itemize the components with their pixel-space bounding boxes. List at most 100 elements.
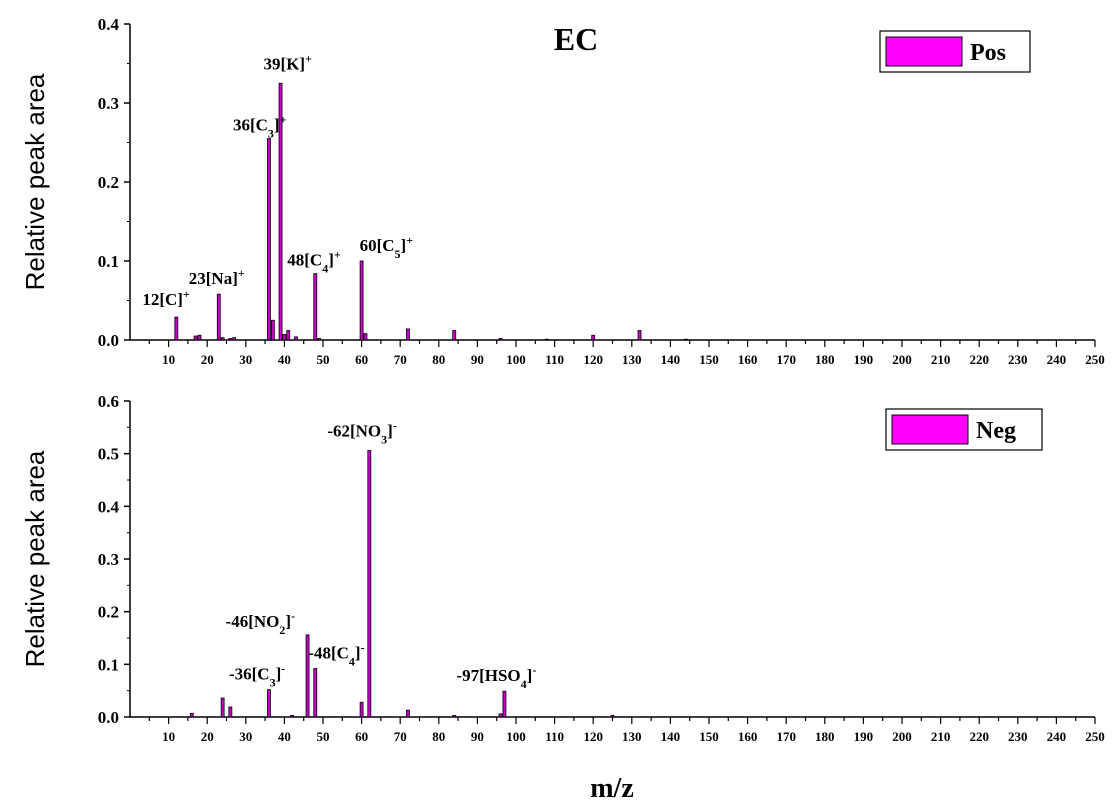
x-tick-label: 40 <box>278 352 291 367</box>
x-tick-label: 110 <box>545 729 564 744</box>
x-tick-label: 120 <box>583 352 603 367</box>
x-tick-label: 250 <box>1085 352 1105 367</box>
spectrum-bar <box>220 697 225 718</box>
negative-spectrum-panel: 0.0 0.1 0.2 0.3 0.4 0.5 0.6 10 20 30 40 50 60 70 80 90 1… <box>20 392 1105 744</box>
y-tick-label: 0.2 <box>98 173 119 192</box>
x-tick-label: 230 <box>1008 729 1028 744</box>
x-tick-label: 40 <box>278 729 291 744</box>
spectrum-bar <box>637 330 642 341</box>
x-tick-label: 60 <box>355 352 368 367</box>
x-tick-label: 210 <box>931 729 951 744</box>
spectrum-bar <box>367 450 372 718</box>
peak-annotation: 12[C]+ <box>142 287 190 309</box>
spectrum-bar <box>294 336 298 341</box>
spectrum-bar <box>406 709 410 718</box>
x-tick-label: 130 <box>622 729 642 744</box>
x-tick-label: 220 <box>969 352 989 367</box>
peak-annotation: 36[C3]+ <box>233 113 287 141</box>
spectrum-bar <box>359 260 364 341</box>
spectrum-bar <box>610 715 615 718</box>
x-tick-label: 160 <box>738 352 758 367</box>
spectrum-bar <box>313 273 318 341</box>
spectrum-bar <box>683 338 688 341</box>
x-tick-label: 110 <box>545 352 564 367</box>
spectrum-bar <box>174 316 179 341</box>
spectrum-bar <box>278 82 283 341</box>
x-axis-label: m/z <box>590 773 634 804</box>
spectrum-bar <box>228 706 233 718</box>
x-tick-label: 10 <box>162 352 175 367</box>
spectrum-bar <box>406 328 410 341</box>
x-tick-label: 30 <box>239 352 252 367</box>
legend: Neg <box>885 408 1043 451</box>
y-axis-label: Relative peak area <box>20 73 50 290</box>
spectrum-bar <box>197 334 202 341</box>
spectrum-bar <box>317 338 322 341</box>
x-tick-label: 120 <box>583 729 603 744</box>
spectrum-bar <box>498 713 503 718</box>
spectrum-bar <box>193 335 198 341</box>
x-tick-label: 50 <box>317 729 330 744</box>
x-tick-label: 100 <box>506 729 526 744</box>
x-tick-label: 180 <box>815 352 835 367</box>
x-tick-label: 190 <box>854 729 874 744</box>
spectrum-bar <box>359 701 364 718</box>
x-tick-label: 170 <box>776 729 796 744</box>
peak-annotation: -36[C3]- <box>229 662 285 690</box>
x-tick-label: 210 <box>931 352 951 367</box>
x-tick-label: 20 <box>201 729 214 744</box>
y-tick-label: 0.6 <box>98 392 119 411</box>
y-tick-label: 0.5 <box>98 445 119 464</box>
x-tick-label: 250 <box>1085 729 1105 744</box>
spectrum-bar <box>452 330 457 341</box>
peak-annotation: -46[NO2]- <box>226 609 296 637</box>
spectrum-bar <box>452 715 457 718</box>
spectrum-bar <box>498 338 503 341</box>
x-tick-label: 200 <box>892 729 912 744</box>
y-tick-label: 0.3 <box>98 94 119 113</box>
x-tick-label: 150 <box>699 729 719 744</box>
y-axis-label: Relative peak area <box>20 450 50 667</box>
positive-spectrum-panel: 0.0 0.1 0.2 0.3 0.4 10 20 30 40 50 60 70 80 90 100 110 1… <box>20 15 1105 367</box>
spectrum-bar <box>591 334 596 341</box>
spectrum-bar <box>220 337 225 341</box>
y-tick-label: 0.2 <box>98 603 119 622</box>
legend-label: Pos <box>970 40 1006 66</box>
x-tick-label: 50 <box>317 352 330 367</box>
x-tick-label: 90 <box>471 729 484 744</box>
x-tick-label: 170 <box>776 352 796 367</box>
x-tick-label: 160 <box>738 729 758 744</box>
spectrum-bar <box>216 293 221 341</box>
x-tick-label: 80 <box>432 729 445 744</box>
spectrum-bar <box>267 138 271 341</box>
peak-annotation: 23[Na]+ <box>189 266 245 288</box>
y-tick-label: 0.1 <box>98 252 119 271</box>
x-tick-label: 200 <box>892 352 912 367</box>
peak-annotation: -48[C4]- <box>308 641 364 669</box>
legend: Pos <box>879 30 1031 73</box>
spectrum-bar <box>286 330 291 341</box>
x-tick-label: 150 <box>699 352 719 367</box>
peak-annotation: 48[C4]+ <box>287 248 341 276</box>
spectrum-bar <box>305 634 310 718</box>
peak-annotation: 39[K]+ <box>264 51 313 73</box>
peak-annotation: -97[HSO4]- <box>456 663 536 691</box>
x-tick-label: 220 <box>969 729 989 744</box>
spectrum-bar <box>189 712 194 718</box>
x-tick-label: 10 <box>162 729 175 744</box>
spectrum-bar <box>232 337 237 341</box>
spectrum-bar <box>270 319 275 341</box>
legend-swatch <box>891 414 969 445</box>
x-tick-label: 60 <box>355 729 368 744</box>
y-tick-label: 0.1 <box>98 655 119 674</box>
x-tick-label: 70 <box>394 729 407 744</box>
spectrum-bar <box>544 338 549 341</box>
y-tick-label: 0.4 <box>98 15 120 34</box>
spectrum-bar <box>228 338 233 341</box>
spectrum-bar <box>267 689 271 718</box>
peak-annotation: 60[C5]+ <box>360 233 414 261</box>
spectrum-bar <box>502 690 507 718</box>
y-tick-label: 0.0 <box>98 708 119 727</box>
legend-swatch <box>885 36 963 67</box>
